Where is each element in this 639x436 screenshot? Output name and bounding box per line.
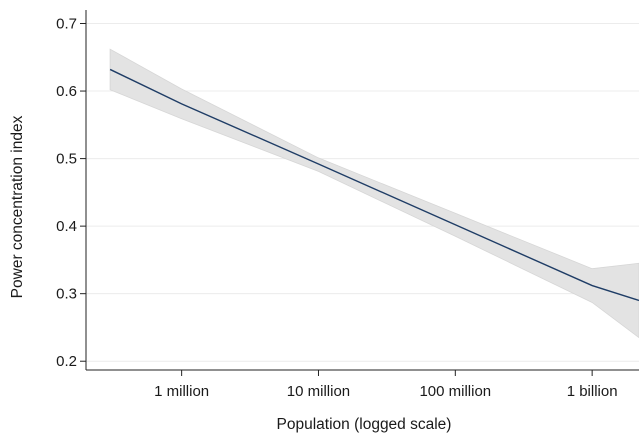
y-tick-label-3: 0.5 [56, 151, 77, 168]
confidence-band [109, 48, 639, 339]
x-tick-label-3: 1 billion [567, 383, 618, 400]
y-tick-label-0: 0.2 [56, 353, 77, 370]
y-tick-label-5: 0.7 [56, 16, 77, 33]
y-tick-label-1: 0.3 [56, 286, 77, 303]
x-axis-title: Population (logged scale) [277, 416, 452, 433]
y-tick-label-2: 0.4 [56, 218, 77, 235]
x-tick-label-1: 10 million [287, 383, 350, 400]
y-tick-label-4: 0.6 [56, 83, 77, 100]
y-axis-ticks: 0.2 0.3 0.4 0.5 0.6 0.7 [56, 16, 86, 370]
fitted-line [109, 68, 639, 302]
x-tick-label-0: 1 million [154, 383, 209, 400]
y-axis-title: Power concentration index [9, 115, 26, 298]
x-tick-label-2: 100 million [419, 383, 491, 400]
x-axis-ticks: 1 million 10 million 100 million 1 billion [154, 370, 618, 400]
